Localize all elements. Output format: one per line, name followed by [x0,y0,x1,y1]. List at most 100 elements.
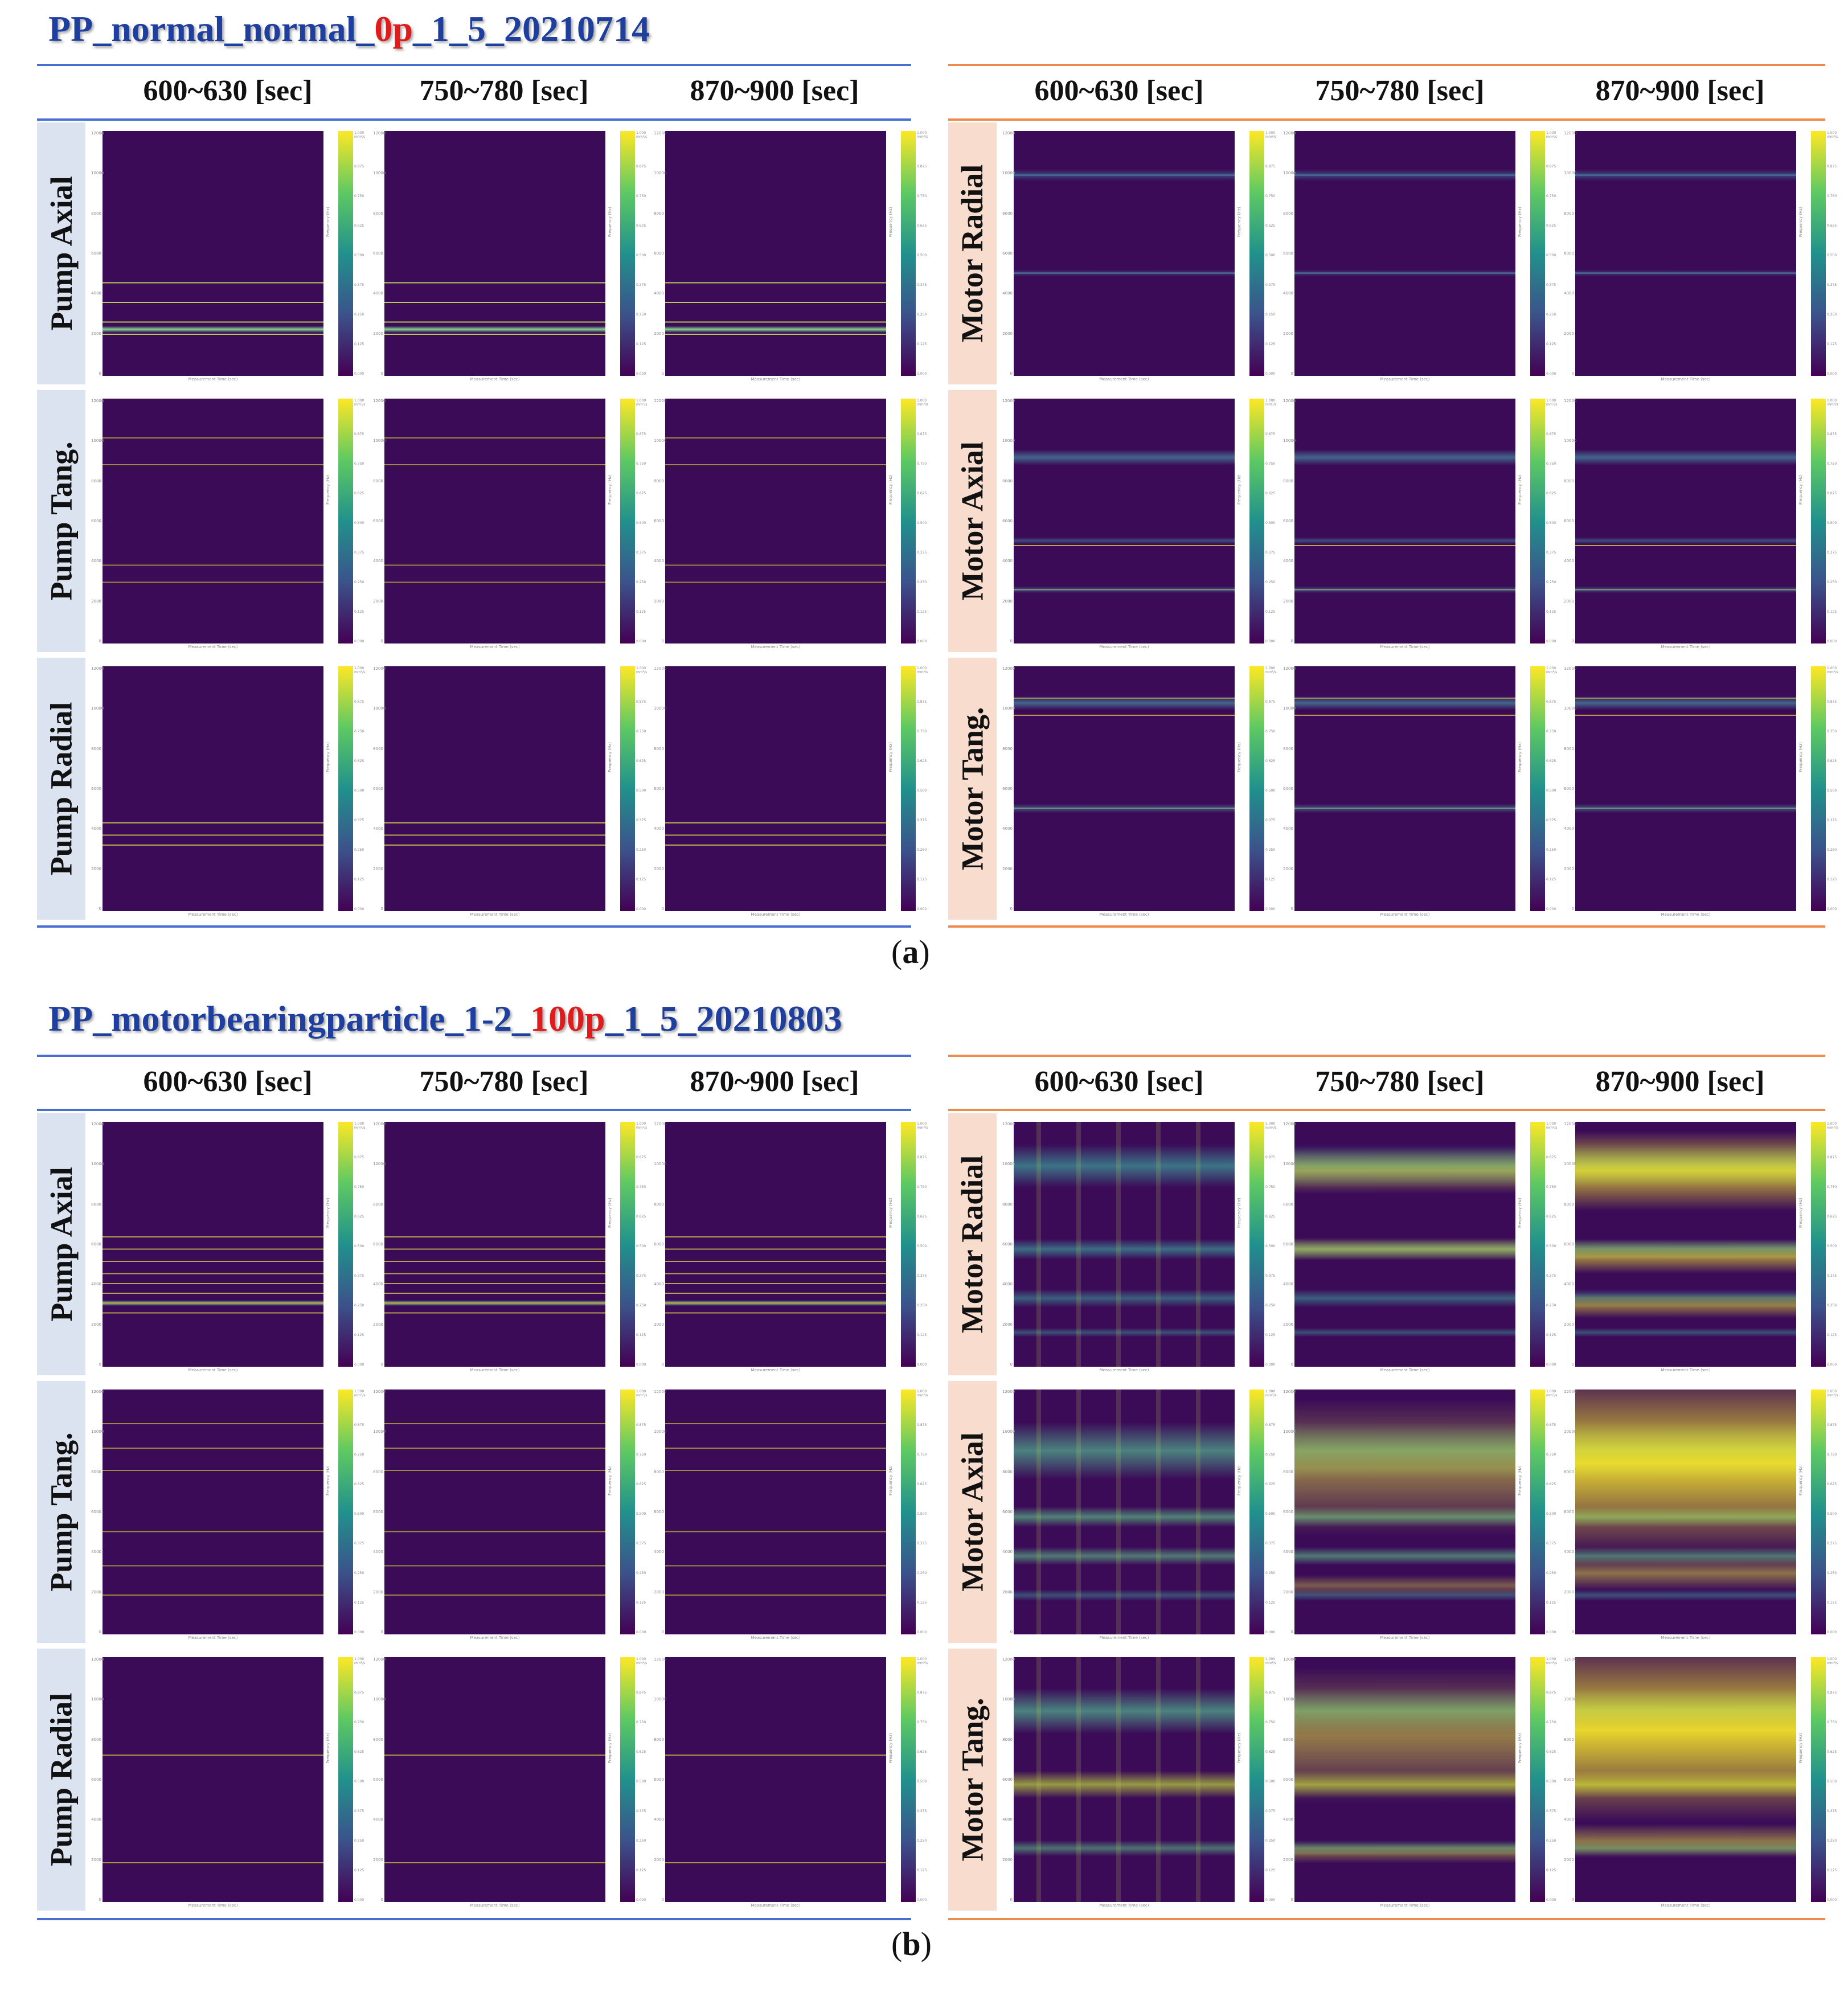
colorbar-tick-label: 0.500 [1265,1244,1276,1248]
colorbar [1249,1122,1264,1367]
colorbar-tick-label: 0.625 [636,1215,646,1219]
colorbar-tick-label: 1.000 mm²/s [917,1657,928,1665]
colorbar-tick-label: 0.875 [354,1691,364,1695]
y-axis-label: Frequency (Hz) [326,474,330,505]
y-tick-label: 0 [1571,638,1574,643]
colorbar-ticks: 1.000 mm²/s 0.875 0.750 0.625 0.500 0.375 0.25… [636,1390,652,1634]
x-axis-label: Measurement Time (sec) [751,1368,801,1372]
y-tick-label: 0 [1010,371,1013,376]
colorbar-ticks: 1.000 mm²/s 0.875 0.750 0.625 0.500 0.375 0.25… [1546,1390,1562,1634]
colorbar-tick-label: 0.250 [1546,848,1556,852]
colorbar-tick-label: 0.750 [917,1720,927,1724]
y-tick-label: 10000 [1002,1697,1015,1702]
y-tick-label: 10000 [1564,1697,1577,1702]
colorbar-tick-label: 0.000 [636,907,646,911]
colorbar [901,399,916,643]
colorbar-tick-label: 0.000 [1827,1898,1837,1902]
y-tick-label: 0 [661,906,664,911]
y-tick-label: 6000 [1283,518,1293,523]
frequency-axis-ticks: 12000 10000 8000 6000 4000 2000 0 [654,1390,666,1634]
y-axis-label: Frequency (Hz) [608,1733,612,1763]
colorbar-tick-label: 0.625 [1546,1482,1556,1486]
y-tick-label: 4000 [654,826,664,831]
y-tick-label: 2000 [1283,1322,1293,1327]
b-motor-col-header-1: 600~630 [sec] [1034,1065,1204,1098]
y-tick-label: 12000 [91,399,104,403]
y-tick-label: 4000 [1564,1550,1574,1555]
y-tick-label: 8000 [1564,746,1574,751]
colorbar-tick-label: 0.875 [1827,432,1837,436]
y-tick-label: 0 [1290,638,1293,643]
colorbar-tick-label: 0.125 [636,1333,646,1337]
colorbar-tick-label: 1.000 mm²/s [1546,1657,1558,1665]
figure-a-title-prefix: PP_normal_normal_ [48,9,375,49]
colorbar-tick-label: 0.625 [354,1750,364,1754]
colorbar-tick-label: 0.500 [1546,521,1556,525]
x-axis-label: Measurement Time (sec) [470,1368,520,1372]
colorbar-ticks: 1.000 mm²/s 0.875 0.750 0.625 0.500 0.375 0.25… [1265,666,1281,911]
y-axis-label: Frequency (Hz) [1518,1198,1522,1228]
colorbar-tick-label: 0.250 [917,580,927,584]
spectrogram-a-pump-tang-2: 12000 10000 8000 6000 4000 2000 0 Measurement T… [373,391,652,651]
b-row-label-pump-tang: Pump Tang. [37,1381,85,1643]
y-tick-label: 10000 [1283,1697,1296,1702]
colorbar-tick-label: 0.000 [1546,640,1556,643]
a-row-label-motor-axial-text: Motor Axial [955,441,990,601]
frequency-axis-ticks: 12000 10000 8000 6000 4000 2000 0 [1283,131,1296,376]
colorbar-ticks: 1.000 mm²/s 0.875 0.750 0.625 0.500 0.375 0.25… [354,1122,370,1367]
colorbar [338,1657,353,1902]
y-axis-label: Frequency (Hz) [1237,474,1241,505]
colorbar-tick-label: 0.125 [917,1333,927,1337]
colorbar-tick-label: 0.375 [917,818,927,822]
b-pump-col-header-3: 870~900 [sec] [690,1065,859,1098]
colorbar-tick-label: 0.125 [354,1601,364,1605]
colorbar-tick-label: 0.375 [917,1809,927,1813]
colorbar-tick-label: 0.000 [354,907,364,911]
colorbar-tick-label: 0.750 [1546,194,1556,198]
frequency-axis-ticks: 12000 10000 8000 6000 4000 2000 0 [1283,1122,1296,1367]
spectrogram-a-motor-radial-1: 12000 10000 8000 6000 4000 2000 0 Measurement T… [1002,123,1281,384]
y-axis-label: Frequency (Hz) [1518,742,1522,772]
colorbar-tick-label: 0.875 [354,700,364,704]
y-tick-label: 10000 [1002,706,1015,711]
frequency-axis-ticks: 12000 10000 8000 6000 4000 2000 0 [1002,399,1015,643]
colorbar-tick-label: 0.625 [636,759,646,763]
colorbar-tick-label: 0.125 [354,878,364,882]
colorbar-tick-label: 0.000 [636,1363,646,1367]
y-tick-label: 2000 [1564,1857,1574,1862]
b-row-label-motor-radial: Motor Radial [948,1113,997,1375]
y-tick-label: 8000 [373,478,383,483]
colorbar-ticks: 1.000 mm²/s 0.875 0.750 0.625 0.500 0.375 0.25… [1265,1390,1281,1634]
y-tick-label: 6000 [1283,1509,1293,1514]
y-tick-label: 8000 [1283,1737,1293,1742]
y-tick-label: 0 [99,638,101,643]
y-tick-label: 8000 [91,478,101,483]
colorbar-tick-label: 0.000 [917,1363,927,1367]
frequency-axis-ticks: 12000 10000 8000 6000 4000 2000 0 [654,666,666,911]
y-tick-label: 8000 [1564,211,1574,216]
colorbar-tick-label: 0.250 [1265,848,1276,852]
y-tick-label: 6000 [654,1509,664,1514]
colorbar [901,1122,916,1367]
y-tick-label: 2000 [1283,331,1293,336]
colorbar-tick-label: 0.625 [1265,1482,1276,1486]
colorbar-ticks: 1.000 mm²/s 0.875 0.750 0.625 0.500 0.375 0.25… [1265,131,1281,376]
y-tick-label: 10000 [1283,706,1296,711]
spectrogram-b-motor-tang-3: 12000 10000 8000 6000 4000 2000 0 Measurement T… [1564,1649,1843,1910]
colorbar-tick-label: 0.375 [636,283,646,287]
colorbar-ticks: 1.000 mm²/s 0.875 0.750 0.625 0.500 0.375 0.25… [1546,666,1562,911]
y-tick-label: 0 [380,1629,383,1634]
colorbar-tick-label: 0.875 [354,165,364,169]
colorbar-tick-label: 0.000 [636,640,646,643]
colorbar-tick-label: 0.625 [636,1482,646,1486]
colorbar-tick-label: 0.250 [1827,848,1837,852]
y-tick-label: 10000 [654,1162,667,1167]
spectrogram-plot-area [1014,1390,1235,1634]
colorbar-tick-label: 0.000 [1827,907,1837,911]
colorbar-tick-label: 0.750 [354,1720,364,1724]
colorbar-ticks: 1.000 mm²/s 0.875 0.750 0.625 0.500 0.375 0.25… [1265,399,1281,643]
y-tick-label: 10000 [654,438,667,444]
y-tick-label: 6000 [1564,786,1574,791]
colorbar-tick-label: 0.750 [1827,1453,1837,1457]
colorbar-tick-label: 0.625 [917,759,927,763]
